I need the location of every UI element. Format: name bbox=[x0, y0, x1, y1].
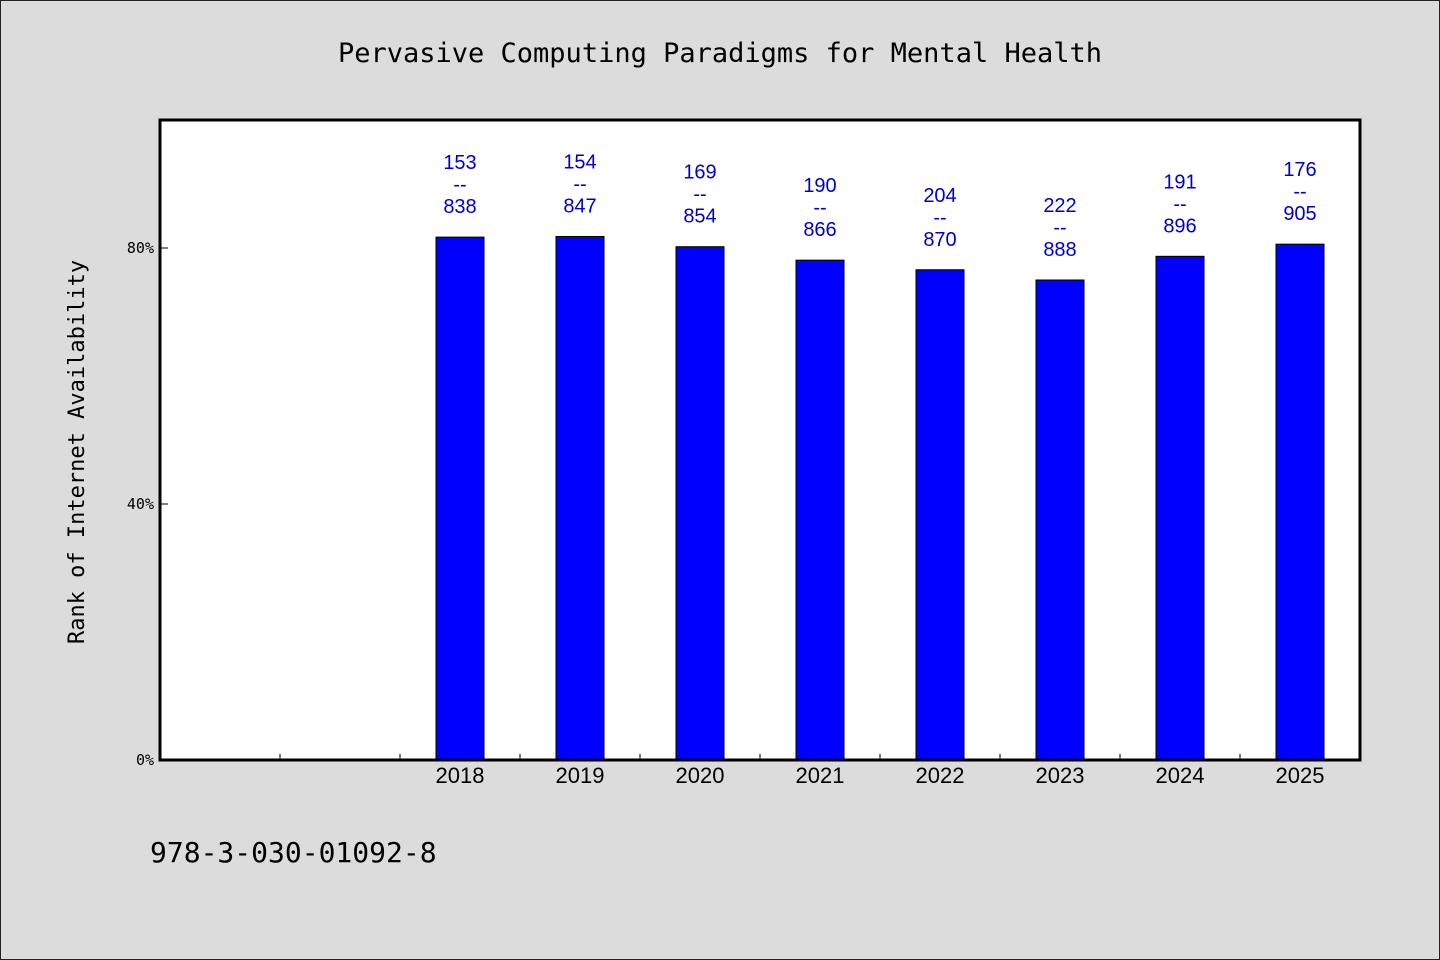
footer-isbn: 978-3-030-01092-8 bbox=[150, 836, 437, 869]
data-label-bottom: 847 bbox=[563, 195, 596, 217]
data-label-bottom: 905 bbox=[1283, 203, 1316, 225]
data-label-separator: -- bbox=[453, 174, 466, 196]
data-label-bottom: 888 bbox=[1043, 239, 1076, 261]
y-tick-label: 80% bbox=[127, 239, 154, 257]
data-label-bottom: 854 bbox=[683, 206, 716, 228]
x-tick-label: 2019 bbox=[556, 763, 605, 788]
bar bbox=[1155, 255, 1205, 761]
data-label-top: 153 bbox=[443, 152, 476, 174]
y-tick-label: 40% bbox=[127, 495, 154, 513]
plot-border bbox=[158, 118, 1362, 762]
x-axis-ticks: 2018 2019 2020 2021 2022 2023 2024 2025 bbox=[279, 754, 1325, 788]
data-label-separator: -- bbox=[1053, 217, 1066, 239]
x-tick-label: 2022 bbox=[916, 763, 965, 788]
x-tick-label: 2018 bbox=[436, 763, 485, 788]
bar bbox=[555, 235, 605, 761]
y-axis-label: Rank of Internet Availability bbox=[65, 260, 90, 644]
data-label-top: 191 bbox=[1163, 171, 1196, 193]
data-label-separator: -- bbox=[1173, 193, 1186, 215]
chart-title: Pervasive Computing Paradigms for Mental… bbox=[338, 38, 1102, 69]
bar bbox=[795, 259, 845, 761]
data-label-separator: -- bbox=[693, 184, 706, 206]
bars bbox=[435, 235, 1325, 761]
bar bbox=[435, 236, 485, 761]
data-label-bottom: 838 bbox=[443, 196, 476, 218]
bar bbox=[1275, 243, 1325, 761]
data-label-top: 204 bbox=[923, 185, 956, 207]
data-label-separator: -- bbox=[573, 173, 586, 195]
x-tick-label: 2025 bbox=[1276, 763, 1325, 788]
data-label-separator: -- bbox=[813, 197, 826, 219]
x-tick-label: 2020 bbox=[676, 763, 725, 788]
bar bbox=[1035, 279, 1085, 761]
y-tick-label: 0% bbox=[136, 751, 154, 769]
data-label-top: 190 bbox=[803, 175, 836, 197]
bar bbox=[675, 246, 725, 761]
data-label-separator: -- bbox=[933, 207, 946, 229]
data-label-top: 222 bbox=[1043, 195, 1076, 217]
data-label-bottom: 896 bbox=[1163, 215, 1196, 237]
data-label-top: 169 bbox=[683, 162, 716, 184]
data-label-bottom: 870 bbox=[923, 229, 956, 251]
data-label-top: 154 bbox=[563, 151, 596, 173]
data-label-top: 176 bbox=[1283, 159, 1316, 181]
bar bbox=[915, 269, 965, 761]
x-tick-label: 2023 bbox=[1036, 763, 1085, 788]
data-label-bottom: 866 bbox=[803, 219, 836, 241]
x-tick-label: 2021 bbox=[796, 763, 845, 788]
data-labels: 153--838154--847169--854190--866204--870… bbox=[443, 151, 1316, 261]
y-axis-ticks: 0% 40% 80% bbox=[127, 239, 168, 769]
data-label-separator: -- bbox=[1293, 181, 1306, 203]
x-tick-label: 2024 bbox=[1156, 763, 1205, 788]
